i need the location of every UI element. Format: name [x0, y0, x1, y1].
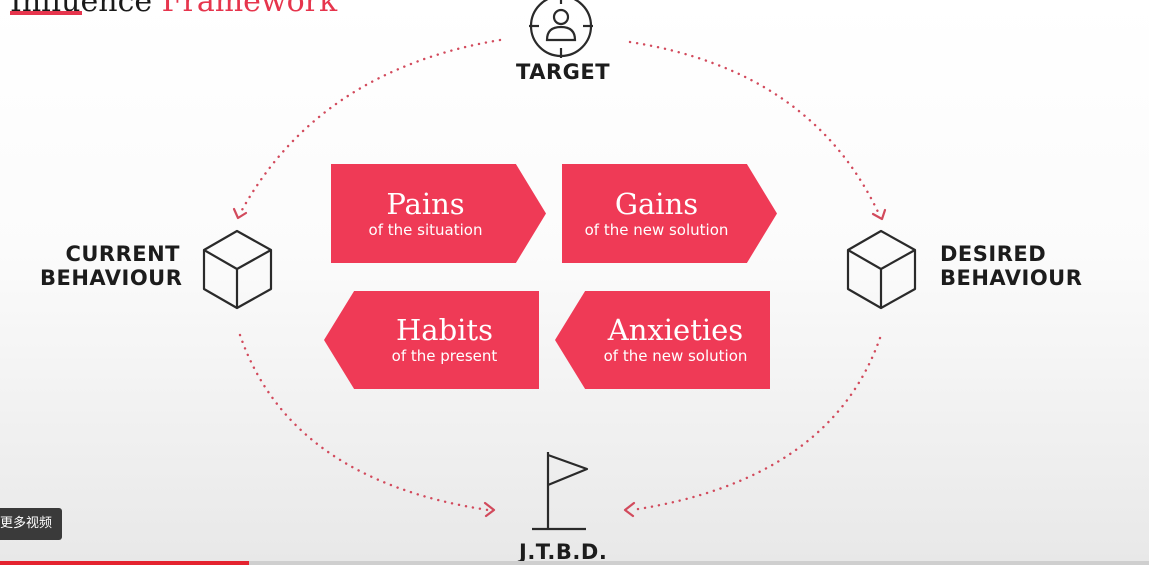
video-progress-fill [0, 561, 250, 565]
cube-icon [202, 229, 273, 310]
habits-title: Habits [396, 313, 493, 347]
current-behaviour-label: CURRENT BEHAVIOUR [40, 242, 183, 290]
anxieties-card: Anxieties of the new solution [555, 291, 770, 389]
pains-title: Pains [386, 186, 465, 221]
target-label: TARGET [516, 60, 611, 84]
arrowhead-desired [871, 208, 887, 221]
arrowhead-jtbd-left [483, 501, 496, 518]
title-underline [10, 11, 82, 15]
desired-label-line-1: DESIRED [940, 242, 1047, 266]
target-person-icon [529, 0, 593, 58]
arrow-target-to-desired [628, 40, 880, 214]
more-videos-button[interactable]: 更多视频 [0, 508, 63, 540]
current-label-line-1: CURRENT [65, 242, 180, 266]
arrowhead-jtbd-right [623, 501, 636, 518]
arrowhead-current [232, 207, 248, 220]
title-part-2: Framework [161, 0, 338, 19]
anxieties-subtitle: of the new solution [603, 347, 748, 365]
video-progress-bar[interactable] [0, 561, 1149, 565]
pains-card: Pains of the situation [331, 164, 546, 263]
arrow-current-to-jtbd [238, 333, 490, 512]
gains-title: Gains [614, 186, 699, 221]
current-label-line-2: BEHAVIOUR [40, 266, 183, 290]
habits-subtitle: of the present [391, 347, 498, 365]
jtbd-label: J.T.B.D. [519, 540, 608, 564]
desired-label-line-2: BEHAVIOUR [940, 266, 1083, 290]
desired-behaviour-label: DESIRED BEHAVIOUR [940, 242, 1082, 290]
gains-subtitle: of the new solution [584, 220, 729, 239]
flag-icon [532, 452, 589, 531]
gains-card: Gains of the new solution [562, 164, 777, 263]
pains-subtitle: of the situation [368, 220, 483, 239]
habits-card: Habits of the present [324, 291, 539, 389]
cube-icon [846, 229, 917, 310]
anxieties-title: Anxieties [607, 313, 744, 347]
